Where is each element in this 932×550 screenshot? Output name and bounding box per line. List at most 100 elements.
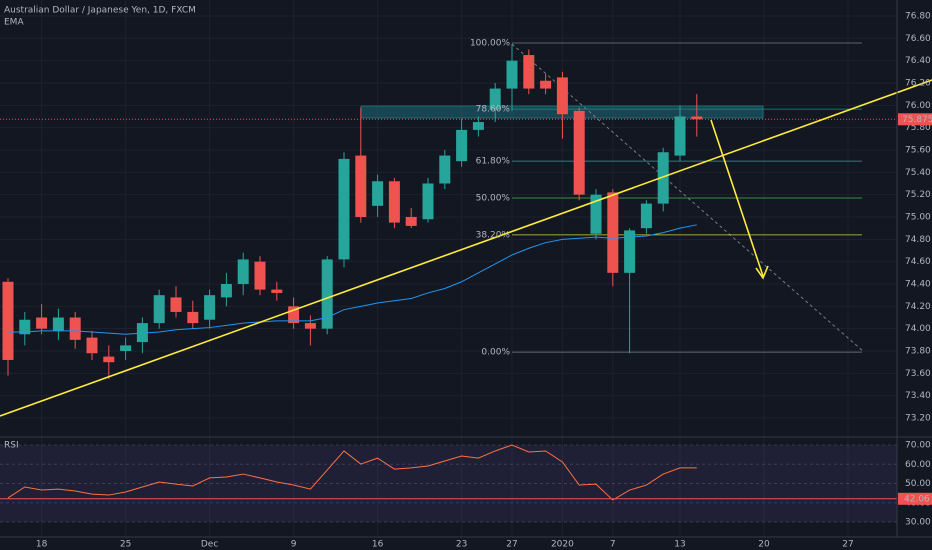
y-tick-label: 74.60 <box>905 257 931 267</box>
y-tick-label: 75.80 <box>905 123 931 133</box>
x-tick-label: 2020 <box>551 540 574 550</box>
arrow-head <box>755 265 769 280</box>
y-tick-label: 73.60 <box>905 369 931 379</box>
plot <box>0 42 897 501</box>
grid <box>0 0 897 537</box>
level-label: 42.06 <box>904 494 930 504</box>
candle-body <box>674 116 686 156</box>
candle-body <box>372 181 384 206</box>
x-tick-label: 27 <box>506 540 517 550</box>
y-tick-label: 76.80 <box>905 11 931 21</box>
x-tick-label: 20 <box>758 540 770 550</box>
candle-body <box>103 356 115 363</box>
candle-body <box>540 80 552 89</box>
y-tick-label: 75.00 <box>905 212 931 222</box>
candle-body <box>153 295 165 324</box>
candle-body <box>120 345 132 352</box>
y-tick-label: 76.60 <box>905 34 931 44</box>
price-label: 75.875 <box>902 115 932 125</box>
candle-body <box>523 55 535 89</box>
y-tick-label: 76.20 <box>905 78 931 88</box>
rsi-title: RSI <box>4 441 19 451</box>
level-label-box <box>898 492 932 505</box>
rsi-line <box>7 444 697 501</box>
y-tick-label: 75.40 <box>905 168 931 178</box>
trend-line <box>0 79 932 417</box>
candle-body <box>338 158 350 260</box>
candle-body <box>204 295 216 320</box>
candle-body <box>19 319 31 335</box>
x-tick-label: 27 <box>842 540 853 550</box>
fib-label: 50.00% <box>476 194 511 204</box>
candle-body <box>573 110 585 195</box>
candle-body <box>52 317 64 331</box>
x-tick-label: 7 <box>610 540 616 550</box>
candle-body <box>136 323 148 343</box>
y-tick-label: 70.00 <box>905 441 931 451</box>
chart-title: Australian Dollar / Japanese Yen, 1D, FX… <box>4 6 196 16</box>
y-tick-label: 74.40 <box>905 280 931 290</box>
y-tick-label: 75.60 <box>905 145 931 155</box>
candle-body <box>607 192 619 273</box>
candle-body <box>304 323 316 329</box>
candle-body <box>624 230 636 273</box>
candle-body <box>590 194 602 234</box>
y-tick-label: 30.00 <box>905 518 931 528</box>
candle-body <box>254 261 266 290</box>
candle-body <box>237 259 249 285</box>
x-tick-label: 16 <box>372 540 384 550</box>
price-label-box <box>898 113 932 126</box>
y-tick-label: 76.40 <box>905 56 931 66</box>
rsi-band <box>0 445 897 523</box>
fib-label: 38.20% <box>476 230 511 240</box>
y-tick-label: 73.20 <box>905 414 931 424</box>
candle-body <box>657 152 669 204</box>
y-tick-label: 60.00 <box>905 460 931 470</box>
y-tick-label: 74.00 <box>905 324 931 334</box>
candle-body <box>489 88 501 110</box>
candle-body <box>288 306 300 324</box>
x-tick-label: 13 <box>674 540 685 550</box>
fib-label: 100.00% <box>470 38 510 48</box>
candle-body <box>640 203 652 229</box>
arrow <box>710 119 764 277</box>
y-tick-label: 76.00 <box>905 101 931 111</box>
ema-line <box>8 224 697 335</box>
candle-body <box>388 181 400 223</box>
y-tick-label: 73.40 <box>905 391 931 401</box>
candle-body <box>220 284 232 298</box>
x-tick-label: 18 <box>36 540 48 550</box>
candle-body <box>439 155 451 184</box>
candle-body <box>691 116 703 120</box>
fib-label: 61.80% <box>476 157 511 167</box>
candle-body <box>2 281 14 360</box>
candle-body <box>321 259 333 329</box>
y-tick-label: 50.00 <box>905 479 931 489</box>
candle-body <box>69 317 81 340</box>
y-tick-label: 75.20 <box>905 190 931 200</box>
fib-label: 0.00% <box>481 348 510 358</box>
candle-body <box>271 289 283 293</box>
x-tick-label: 25 <box>120 540 131 550</box>
fib-label: 78.60% <box>476 105 511 115</box>
candle-body <box>472 122 484 130</box>
y-tick-label: 74.20 <box>905 302 931 312</box>
candle-body <box>355 155 367 217</box>
x-tick-label: 9 <box>291 540 297 550</box>
candle-body <box>506 60 518 89</box>
candle-body <box>36 317 48 329</box>
candle-body <box>422 183 434 220</box>
y-tick-label: 74.80 <box>905 235 931 245</box>
x-tick-label: 23 <box>456 540 467 550</box>
candle-body <box>86 337 98 354</box>
candle-body <box>187 311 199 324</box>
candle-body <box>170 297 182 312</box>
candle-body <box>405 216 417 226</box>
indicator-label: EMA <box>4 18 24 28</box>
x-tick-label: Dec <box>201 540 218 550</box>
candle-body <box>556 77 568 115</box>
candle-body <box>456 129 468 162</box>
y-tick-label: 73.80 <box>905 347 931 357</box>
